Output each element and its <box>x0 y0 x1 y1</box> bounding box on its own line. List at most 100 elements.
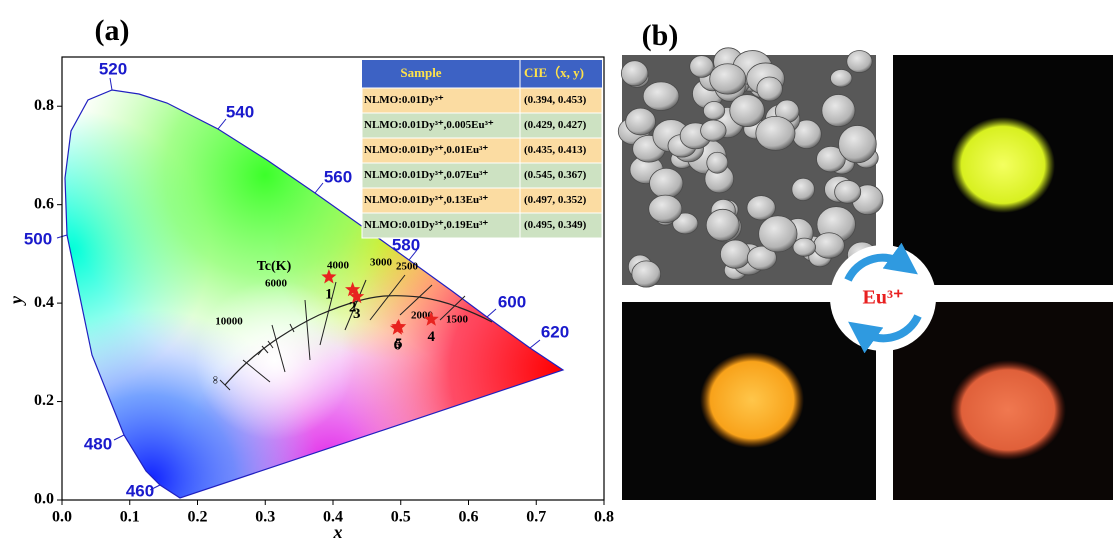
wavelength-label: 540 <box>226 102 254 121</box>
particle <box>700 119 727 142</box>
cct-label: 10000 <box>215 316 243 328</box>
table-cell: NLMO:0.01Dy³⁺,0.13Eu³⁺ <box>364 194 488 206</box>
table-cell: (0.435, 0.413) <box>524 144 587 156</box>
table-cell: NLMO:0.01Dy³⁺,0.005Eu³⁺ <box>364 119 494 131</box>
particle <box>813 232 845 259</box>
x-tick-label: 0.0 <box>52 509 72 526</box>
cct-label: 6000 <box>265 278 288 290</box>
wavelength-label: 500 <box>24 229 52 248</box>
particle <box>706 151 729 174</box>
y-tick-label: 0.4 <box>34 294 54 311</box>
particle <box>846 50 873 73</box>
particle <box>620 60 649 87</box>
particle <box>642 81 680 111</box>
wavelength-label: 520 <box>99 59 127 78</box>
table-row <box>361 212 603 239</box>
cct-label: 4000 <box>327 260 350 272</box>
particle <box>838 125 877 164</box>
table-header-cell: Sample <box>400 65 441 80</box>
panel-label: (a) <box>95 14 130 47</box>
wavelength-ticks <box>56 77 541 491</box>
data-point <box>349 288 365 304</box>
spectral-locus <box>64 89 565 499</box>
table-cell: (0.429, 0.427) <box>524 119 587 131</box>
data-point <box>389 320 405 335</box>
data-point <box>423 311 439 326</box>
cycle-arrow <box>844 242 918 282</box>
x-tick-label: 0.6 <box>459 509 479 526</box>
table-cell: (0.495, 0.349) <box>524 219 587 231</box>
isotherms <box>219 274 466 391</box>
phosphor-glow <box>700 352 804 448</box>
overlay-label: Eu³⁺ <box>862 287 903 309</box>
cycle-arrow <box>848 314 922 354</box>
x-tick-label: 0.1 <box>120 509 140 526</box>
particle <box>705 208 740 242</box>
y-tick-label: 0.2 <box>34 392 54 409</box>
panel-label: (b) <box>642 19 679 52</box>
table-header <box>362 60 602 88</box>
particle <box>703 101 726 121</box>
y-tick-label: 0.0 <box>34 491 54 508</box>
particle <box>756 76 783 102</box>
phosphor-glow <box>950 360 1066 460</box>
point-label: 6 <box>394 338 402 354</box>
data-point <box>321 269 337 284</box>
particle <box>830 69 853 88</box>
table-row <box>361 187 603 214</box>
planckian-locus <box>224 295 493 386</box>
cct-title: Tc(K) <box>257 259 292 274</box>
point-label: 3 <box>353 306 361 322</box>
particle <box>649 167 684 199</box>
particle <box>746 245 777 271</box>
point-label: 4 <box>427 329 435 345</box>
particle <box>758 215 798 253</box>
cct-label: 2500 <box>396 261 419 273</box>
phosphor-glow <box>951 117 1055 213</box>
particle <box>816 145 846 173</box>
particle <box>625 107 656 136</box>
table-cell: NLMO:0.01Dy³⁺,0.01Eu³⁺ <box>364 144 488 156</box>
particle <box>792 237 816 257</box>
wavelength-label: 480 <box>84 434 112 453</box>
particle <box>672 212 699 235</box>
wavelength-label: 560 <box>324 167 352 186</box>
particle <box>791 177 815 202</box>
y-tick-label: 0.6 <box>34 195 54 212</box>
table-row <box>361 87 603 114</box>
point-label: 2 <box>349 299 357 315</box>
point-label: 1 <box>325 286 333 302</box>
table-row <box>361 112 603 139</box>
particle <box>709 63 747 95</box>
wavelength-label: 460 <box>126 481 154 500</box>
x-tick-label: 0.4 <box>323 509 343 526</box>
particle <box>755 115 796 151</box>
particle <box>631 260 662 288</box>
wavelength-label: 580 <box>392 235 420 254</box>
cct-label: ∞ <box>210 376 222 384</box>
y-tick-label: 0.8 <box>34 97 54 114</box>
point-label: 5 <box>395 336 403 352</box>
particle <box>648 194 683 224</box>
particle <box>821 94 856 128</box>
x-tick-label: 0.3 <box>255 509 275 526</box>
table-cell: NLMO:0.01Dy³⁺ <box>364 94 444 106</box>
x-tick-label: 0.8 <box>594 509 614 526</box>
table-cell: (0.545, 0.367) <box>524 169 587 181</box>
table-cell: NLMO:0.01Dy³⁺,0.19Eu³⁺ <box>364 219 488 231</box>
wavelength-label: 600 <box>498 292 526 311</box>
cct-label: 3000 <box>370 257 393 269</box>
x-tick-label: 0.5 <box>391 509 411 526</box>
wavelength-label: 620 <box>541 322 569 341</box>
sem-particles <box>617 47 884 288</box>
particle <box>746 195 776 221</box>
table-cell: NLMO:0.01Dy³⁺,0.07Eu³⁺ <box>364 169 488 181</box>
particle <box>689 55 714 78</box>
table-cell: (0.394, 0.453) <box>524 94 587 106</box>
particle <box>720 239 751 269</box>
particle <box>729 94 765 128</box>
cct-label: 1500 <box>446 314 469 326</box>
y-axis-label: y <box>6 295 26 306</box>
